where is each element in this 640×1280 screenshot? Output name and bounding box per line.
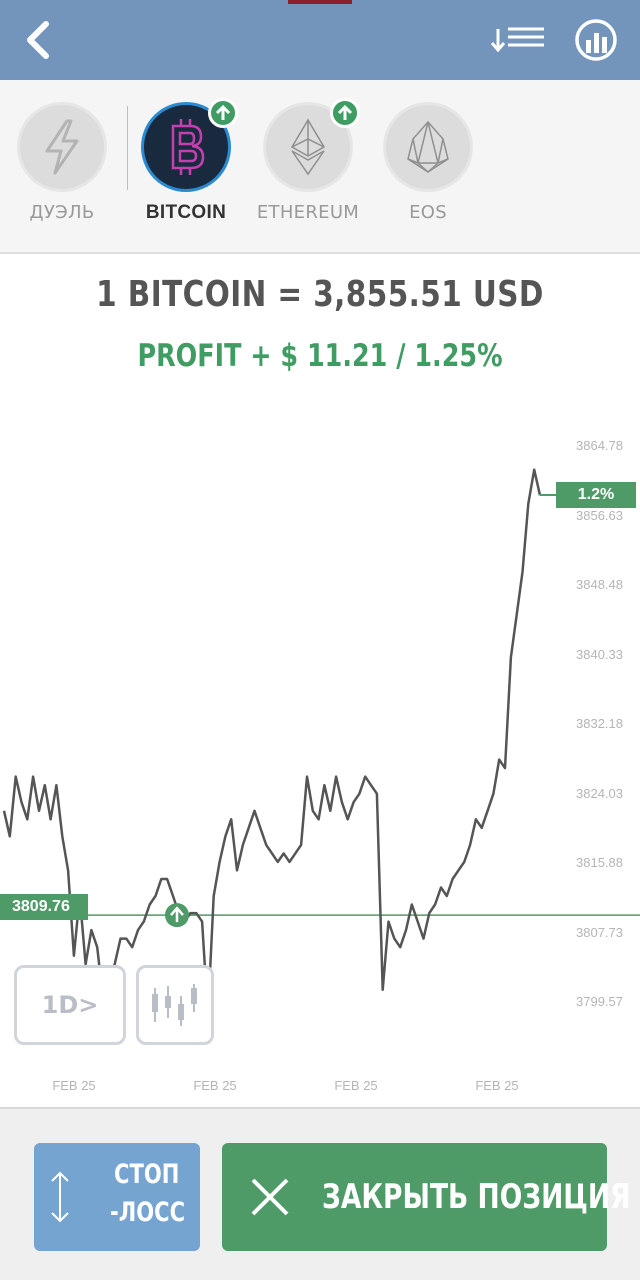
arrow-up-icon (215, 104, 231, 120)
entry-marker (165, 903, 189, 928)
profit-text: PROFIT + $ 11.21 / 1.25% (137, 338, 503, 374)
arrow-up-icon (337, 104, 353, 120)
status-notch (288, 0, 352, 4)
y-tick-label: 3848.48 (576, 577, 623, 592)
trend-up-badge (208, 98, 238, 128)
stop-loss-button[interactable]: СТОП -ЛОСС (34, 1143, 200, 1251)
chevron-left-icon (27, 21, 49, 59)
bitcoin-icon (171, 119, 205, 175)
asset-label: EOS (409, 202, 447, 223)
y-tick-label: 3864.78 (576, 438, 623, 453)
lightning-icon (45, 119, 79, 175)
asset-circle (141, 102, 231, 192)
y-tick-label: 3807.73 (576, 924, 623, 940)
stats-button[interactable] (566, 10, 626, 70)
ethereum-icon (290, 118, 326, 176)
vertical-arrows-icon (51, 1171, 69, 1223)
asset-circle (383, 102, 473, 192)
current-change-tag: 1.2% (556, 482, 636, 508)
asset-circle (17, 102, 107, 192)
asset-tab-ethereum[interactable]: ETHEREUM (257, 98, 360, 232)
stop-loss-label-line2: -ЛОСС (110, 1197, 186, 1228)
close-icon (251, 1178, 289, 1216)
price-series-line (2, 468, 542, 1017)
timeframe-label: 1D> (41, 991, 99, 1019)
y-tick-label: 3840.33 (576, 646, 623, 662)
asset-tab-duel[interactable]: ДУЭЛЬ (12, 102, 112, 232)
price-chart[interactable]: 3864.78 3856.63 3848.48 3840.33 3832.18 3824.… (0, 400, 640, 1106)
asset-divider (127, 106, 128, 190)
sort-button[interactable] (488, 10, 548, 70)
y-tick-label: 3856.63 (576, 507, 623, 523)
y-tick-label: 3832.18 (576, 716, 623, 731)
chart-type-button[interactable] (136, 965, 214, 1045)
close-position-label: ЗАКРЫТЬ ПОЗИЦИЯ (322, 1177, 631, 1217)
x-tick-label: FEB 25 (475, 1078, 519, 1093)
x-tick-label: FEB 25 (193, 1078, 237, 1093)
asset-label: ДУЭЛЬ (29, 202, 95, 223)
stop-loss-label-line1: СТОП (114, 1159, 180, 1190)
candlestick-icon (152, 984, 197, 1026)
sort-list-icon (490, 27, 544, 53)
open-price-tag: 3809.76 (0, 894, 88, 920)
y-tick-label: 3824.03 (576, 785, 623, 801)
chart-canvas (0, 468, 640, 1017)
y-tick-label: 3815.88 (576, 855, 623, 870)
eos-icon (407, 120, 449, 174)
asset-label: BITCOIN (145, 202, 227, 223)
x-tick-label: FEB 25 (52, 1078, 96, 1093)
close-position-button[interactable]: ЗАКРЫТЬ ПОЗИЦИЯ (222, 1143, 630, 1251)
bar-chart-circle-icon (575, 19, 617, 61)
asset-tab-bitcoin[interactable]: BITCOIN (136, 98, 238, 232)
action-bar: СТОП -ЛОСС ЗАКРЫТЬ ПОЗИЦИЯ (0, 1107, 640, 1280)
asset-tab-eos[interactable]: EOS (378, 102, 478, 232)
timeframe-button[interactable]: 1D> (14, 965, 126, 1045)
top-bar (0, 0, 640, 80)
asset-circle (263, 102, 353, 192)
trend-up-badge (330, 98, 360, 128)
asset-label: ETHEREUM (256, 202, 360, 223)
x-tick-label: FEB 25 (334, 1078, 378, 1093)
asset-selector: ДУЭЛЬ BITCOIN (0, 80, 640, 254)
back-button[interactable] (8, 10, 68, 70)
y-tick-label: 3799.57 (576, 994, 623, 1009)
price-heading: 1 BITCOIN = 3,855.51 USD (96, 274, 544, 315)
